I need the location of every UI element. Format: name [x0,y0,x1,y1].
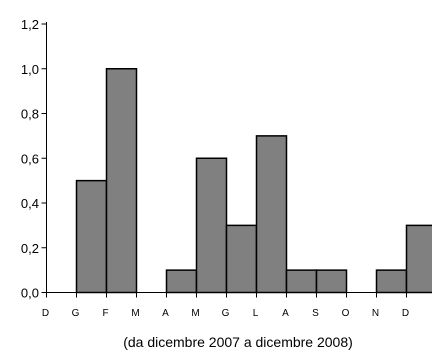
bar-5 [195,157,228,294]
y-ticks-group: 0,0 0,2 0,4 0,6 0,8 1,0 1,2 [21,17,47,301]
x-tick-label-6: G [222,308,230,319]
bar-4 [165,269,198,294]
y-tick-label-2: 0,4 [21,196,39,211]
x-tick-label-4: A [162,308,169,319]
bar-12 [405,224,432,294]
bar-1 [75,179,108,294]
x-tick-label-12: D [402,308,409,319]
y-tick-label-3: 0,6 [21,151,39,166]
x-tick-label-1: G [72,308,80,319]
x-tick-label-2: F [102,308,108,319]
bar-9 [315,269,348,294]
x-tick-label-3: M [131,308,139,319]
bar-6 [225,224,258,294]
bar-2 [105,68,138,294]
x-tick-label-11: N [372,308,379,319]
y-tick-label-4: 0,8 [21,107,39,122]
bar-7 [255,135,288,294]
x-tick-label-10: O [342,308,350,319]
y-tick-label-0: 0,0 [21,286,39,301]
y-tick-label-1: 0,2 [21,241,39,256]
y-tick-label-6: 1,2 [21,17,39,32]
bar-11 [375,269,408,294]
bars-group [75,68,432,294]
x-tick-label-8: A [282,308,289,319]
x-tick-label-9: S [312,308,319,319]
x-tick-label-5: M [191,308,199,319]
x-tick-label-7: L [253,308,259,319]
x-axis-label: (da dicembre 2007 a dicembre 2008) [123,334,353,350]
bar-8 [285,269,318,294]
x-tick-label-0: D [42,308,49,319]
y-tick-label-5: 1,0 [21,62,39,77]
